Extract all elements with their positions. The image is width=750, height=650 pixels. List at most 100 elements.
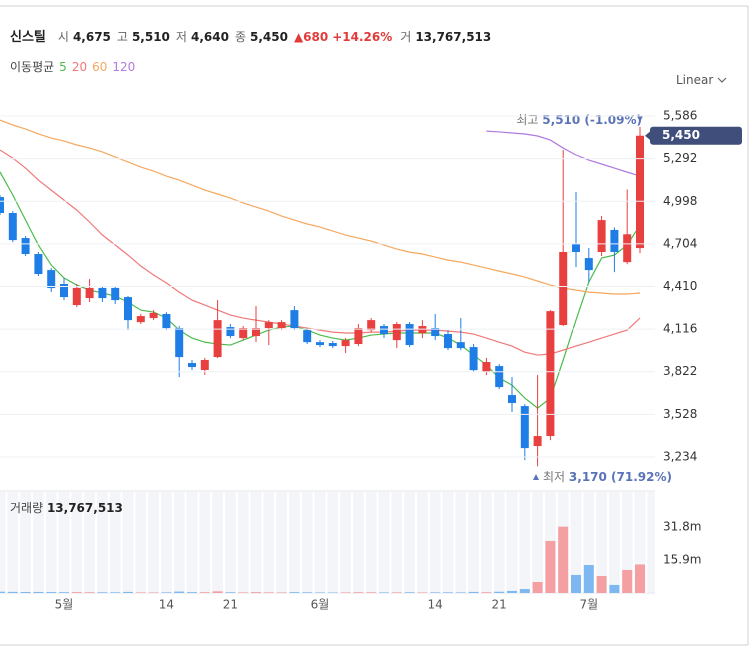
volume-bar	[263, 592, 274, 593]
volume-bar	[404, 592, 415, 593]
y-tick-label: 5,586	[663, 109, 697, 123]
x-tick-label: 14	[159, 598, 174, 612]
candle-body	[456, 342, 465, 349]
y-tick-label: 4,704	[663, 236, 697, 250]
high-arrow	[637, 116, 643, 122]
candle-body	[277, 322, 286, 329]
candle-body	[264, 322, 273, 329]
y-tick-label: 4,410	[663, 279, 697, 293]
volume-total: 13,767,513	[47, 501, 123, 515]
volume-bar	[609, 584, 620, 593]
volume-value: 13,767,513	[415, 30, 492, 44]
candle-body	[328, 343, 337, 347]
candle-body	[572, 243, 580, 252]
candle-body	[533, 436, 542, 447]
volume-bar	[635, 564, 645, 593]
volume-bar	[558, 526, 569, 593]
candle-body	[495, 366, 504, 388]
volume-label: 거	[400, 30, 412, 44]
candle-body	[520, 406, 529, 449]
price-badge-label: 5,450	[662, 128, 700, 142]
volume-bar	[519, 589, 530, 593]
candle-body	[149, 313, 158, 319]
volume-bar	[199, 592, 210, 593]
candle-body	[623, 234, 632, 263]
stat-label: 종	[234, 30, 246, 44]
stat-value: 4,640	[190, 30, 229, 44]
candle-body	[136, 316, 145, 323]
legend-entry: 60	[92, 60, 108, 74]
candle-body	[47, 270, 56, 289]
low-text: 3,170 (71.92%)	[569, 470, 672, 484]
volume-bar	[353, 592, 364, 593]
candle-body	[72, 287, 81, 306]
stat-label: 시	[57, 30, 69, 44]
scale-button[interactable]: Linear	[676, 73, 714, 87]
candle-body	[559, 251, 568, 326]
low-arrow	[533, 474, 539, 480]
stat-value: 5,450	[249, 30, 288, 44]
volume-bar	[212, 591, 223, 593]
plot-area	[0, 119, 648, 593]
volume-bar	[7, 591, 18, 593]
candle-body	[226, 327, 235, 337]
volume-bar	[430, 592, 441, 593]
volume-bar	[366, 592, 377, 593]
x-tick-label: 21	[223, 598, 238, 612]
x-tick-label: 5월	[55, 598, 74, 612]
candle-body	[124, 297, 132, 321]
y-tick-label: 5,292	[663, 151, 697, 165]
candle-body	[175, 328, 184, 358]
low-label: 최저	[543, 470, 565, 484]
candle-body	[213, 320, 222, 358]
volume-bar	[532, 582, 543, 593]
candle-body	[21, 238, 30, 255]
volume-bar	[315, 592, 325, 593]
y-tick-label: 4,998	[663, 194, 697, 208]
volume-bar	[225, 592, 236, 593]
volume-bar	[46, 592, 57, 593]
price-badge	[650, 126, 742, 145]
stat-label: 고	[116, 30, 128, 44]
change: ▲680	[293, 30, 329, 44]
candle-body	[98, 287, 107, 299]
ma-line	[0, 149, 641, 356]
candle-body	[392, 324, 401, 341]
volume-bar	[455, 592, 466, 593]
ma-line	[0, 119, 641, 295]
candle-body	[444, 334, 452, 349]
volume-bar	[545, 540, 556, 593]
volume-bar	[0, 591, 5, 593]
y-tick-label: 3,528	[663, 407, 697, 421]
candle-body	[508, 395, 516, 404]
volume-bar	[84, 592, 95, 593]
candle-body	[303, 330, 312, 343]
y-tick-label: 3,822	[663, 364, 697, 378]
x-tick-label: 14	[428, 598, 443, 612]
y-tick-label: 4,116	[663, 322, 697, 336]
candle-body	[85, 287, 94, 299]
header: 신스틸 시 4,675 고 5,510 저 4,640 종 5,450 ▲680 +14.26% 거 1…	[10, 26, 497, 45]
volume-bar	[135, 592, 146, 593]
volume-bar	[174, 591, 185, 593]
candle-body	[380, 326, 388, 335]
volume-bar	[443, 592, 453, 593]
volume-bar	[161, 592, 172, 593]
candle-body	[636, 135, 644, 249]
candle-body	[290, 310, 299, 329]
candle-body	[469, 347, 478, 371]
volume-bar	[110, 592, 121, 593]
volume-bar	[583, 565, 594, 593]
legend-entry: 120	[112, 60, 136, 74]
ma-line	[0, 171, 641, 409]
legend-entry: 20	[71, 60, 88, 74]
chevron[interactable]	[717, 77, 727, 83]
candle-body	[610, 229, 619, 252]
volume-title: 거래량 13,767,513	[10, 501, 123, 515]
y-tick-label: 3,234	[663, 449, 697, 463]
ma-line	[486, 130, 641, 177]
stock-name: 신스틸	[10, 30, 46, 45]
candle-body	[34, 254, 43, 275]
